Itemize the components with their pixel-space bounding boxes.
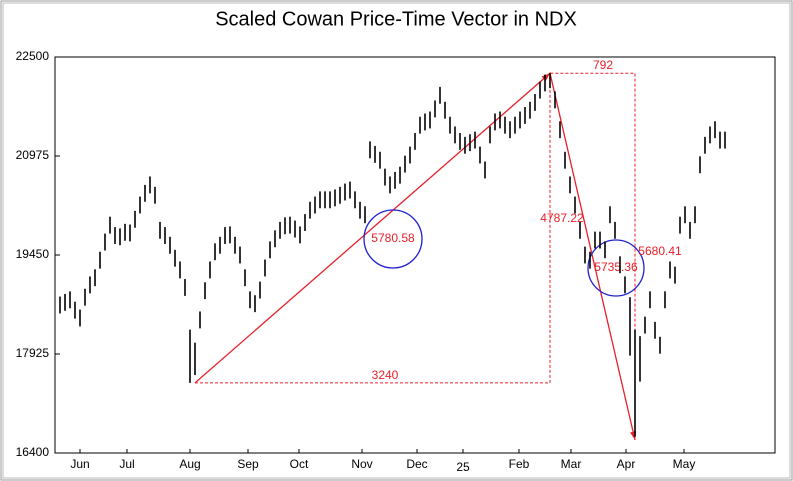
annotation: 5735.36 <box>594 260 638 274</box>
vector-line <box>194 72 636 441</box>
x-tick-label: 25 <box>456 460 470 474</box>
x-tick-label: Feb <box>509 457 530 471</box>
x-tick-label: Mar <box>561 457 582 471</box>
y-tick-label: 20975 <box>16 148 50 162</box>
x-tick-label: Oct <box>290 457 309 471</box>
y-tick-label: 16400 <box>16 445 50 459</box>
annotation: 4787.22 <box>540 211 584 225</box>
annotation: 792 <box>593 58 613 72</box>
circle <box>587 239 645 297</box>
chart-title: Scaled Cowan Price-Time Vector in NDX <box>215 8 577 30</box>
dashed-guide <box>195 72 636 441</box>
x-tick-label: Jun <box>70 457 89 471</box>
x-tick-label: Jul <box>119 457 134 471</box>
annotation: 5780.58 <box>371 231 415 245</box>
annotation: 3240 <box>372 368 399 382</box>
arrow-head <box>541 73 550 82</box>
x-tick-label: Aug <box>179 457 200 471</box>
y-tick-label: 19450 <box>16 247 50 261</box>
x-tick-label: Nov <box>351 457 372 471</box>
x-tick-label: Sep <box>237 457 259 471</box>
y-tick-label: 22500 <box>16 49 50 63</box>
x-tick-label: Apr <box>617 457 636 471</box>
annotation: 5680.41 <box>638 244 682 258</box>
circle <box>363 209 423 269</box>
y-tick-label: 17925 <box>16 346 50 360</box>
x-tick-label: Dec <box>406 457 427 471</box>
x-tick-label: May <box>673 457 696 471</box>
